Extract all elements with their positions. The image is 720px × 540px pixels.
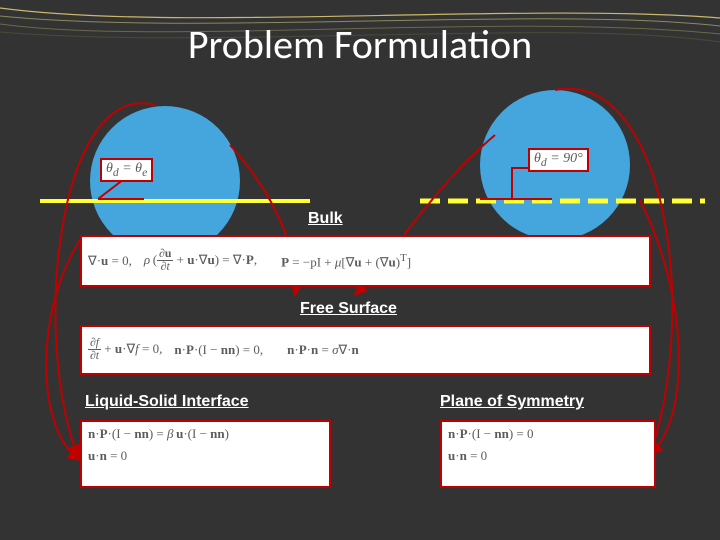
- plane-symmetry-equations-box: n·P·(I − nn) = 0 u·n = 0: [440, 420, 656, 488]
- plane-symmetry-label: Plane of Symmetry: [440, 393, 584, 411]
- liquid-solid-equations-box: n·P·(I − nn) = β u·(I − nn) u·n = 0: [80, 420, 331, 488]
- left-angle-label: θd = θe: [100, 158, 153, 182]
- page-title: Problem Formulation: [0, 20, 720, 69]
- left-surface-line: [40, 199, 310, 203]
- right-angle-label: θd = 90°: [528, 148, 589, 172]
- bulk-label: Bulk: [308, 210, 343, 228]
- right-surface-line: [420, 198, 705, 204]
- free-surface-equations-box: ∂f∂t + u·∇f = 0, n·P·(I − nn) = 0, n·P·n…: [80, 325, 651, 375]
- bulk-equations-box: ∇·u = 0, ρ (∂u∂t + u·∇u) = ∇·P, P = −pI …: [80, 235, 651, 287]
- free-surface-label: Free Surface: [300, 300, 397, 318]
- liquid-solid-label: Liquid-Solid Interface: [85, 393, 249, 411]
